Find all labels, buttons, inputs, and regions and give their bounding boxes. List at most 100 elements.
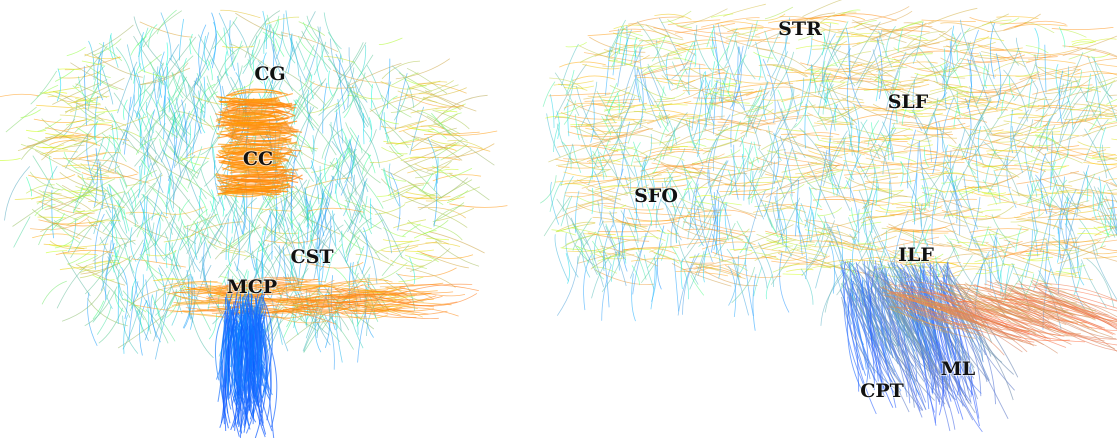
fiber: [565, 196, 612, 209]
fiber: [219, 230, 254, 278]
fiber: [286, 10, 293, 52]
fiber: [1060, 30, 1086, 38]
fiber: [308, 119, 336, 155]
fiber: [390, 173, 400, 231]
fiber: [912, 110, 932, 162]
fiber: [67, 47, 86, 56]
fiber: [155, 308, 167, 360]
fiber: [433, 110, 470, 129]
fiber: [414, 231, 436, 238]
fiber: [704, 129, 761, 146]
fiber: [325, 160, 326, 182]
fiber: [427, 150, 473, 172]
fiber: [928, 8, 977, 24]
fiber: [291, 212, 309, 239]
fiber: [293, 187, 324, 199]
fiber: [988, 202, 1018, 205]
fiber: [753, 274, 756, 331]
fiber: [557, 256, 578, 316]
fiber: [550, 94, 554, 128]
fiber: [1100, 73, 1117, 74]
fiber: [712, 61, 715, 87]
fiber: [232, 208, 235, 233]
fiber: [968, 161, 981, 190]
fiber: [1009, 51, 1036, 56]
fiber: [564, 86, 594, 88]
fiber: [948, 145, 974, 150]
fiber: [431, 113, 451, 135]
fiber: [675, 40, 729, 46]
fiber: [381, 246, 418, 252]
fiber: [1039, 194, 1042, 217]
fiber: [124, 315, 128, 354]
fiber: [555, 234, 568, 281]
fiber: [711, 14, 733, 17]
fiber: [219, 13, 233, 60]
fiber: [743, 154, 745, 201]
fiber: [1111, 136, 1117, 140]
fiber: [907, 31, 945, 46]
fiber: [42, 166, 57, 209]
fiber: [575, 114, 579, 139]
fiber: [94, 39, 121, 56]
fiber: [63, 254, 96, 255]
fiber: [1098, 177, 1101, 211]
fiber: [331, 176, 351, 219]
fiber: [1024, 157, 1066, 164]
fiber: [446, 132, 494, 166]
tract-label: MCP: [227, 276, 277, 298]
fiber: [932, 190, 937, 245]
fiber: [605, 47, 610, 96]
fiber: [450, 168, 472, 178]
fiber: [1040, 100, 1045, 128]
fiber: [899, 122, 957, 143]
fiber: [267, 309, 296, 348]
fiber: [957, 118, 983, 164]
fiber: [356, 254, 394, 265]
fiber: [27, 119, 75, 146]
fiber: [773, 263, 800, 272]
fiber: [275, 39, 284, 57]
fiber: [729, 162, 781, 177]
fiber: [1057, 228, 1059, 263]
fiber: [852, 208, 857, 228]
fiber: [93, 301, 104, 319]
fiber: [42, 92, 67, 93]
fiber: [75, 84, 107, 98]
fiber: [1097, 64, 1117, 69]
fiber: [1069, 169, 1110, 183]
fiber: [6, 107, 37, 132]
fiber: [796, 78, 803, 122]
fiber: [329, 71, 333, 96]
fiber: [383, 240, 413, 242]
fiber: [1046, 134, 1079, 136]
fiber: [681, 259, 683, 290]
fiber: [783, 274, 804, 275]
fiber: [549, 93, 610, 96]
tract-label: SLF: [888, 91, 929, 113]
fiber: [68, 251, 91, 264]
fiber: [1081, 260, 1106, 308]
fiber: [963, 216, 988, 217]
fiber: [977, 210, 1001, 214]
fiber: [389, 164, 399, 207]
fiber: [609, 117, 621, 152]
fiber: [585, 128, 627, 132]
fiber: [179, 200, 190, 222]
fiber: [331, 122, 342, 155]
fiber: [846, 260, 882, 263]
fiber: [670, 240, 727, 247]
fiber: [379, 38, 403, 45]
fiber: [999, 230, 1028, 239]
fiber: [450, 174, 490, 201]
fiber: [282, 33, 338, 52]
fiber: [248, 222, 254, 251]
fiber: [209, 313, 217, 339]
fiber: [21, 110, 41, 118]
fiber: [411, 107, 447, 113]
fiber: [894, 156, 916, 162]
fiber: [370, 155, 404, 163]
fiber: [666, 53, 670, 90]
fiber: [317, 56, 322, 87]
fiber: [353, 61, 373, 88]
